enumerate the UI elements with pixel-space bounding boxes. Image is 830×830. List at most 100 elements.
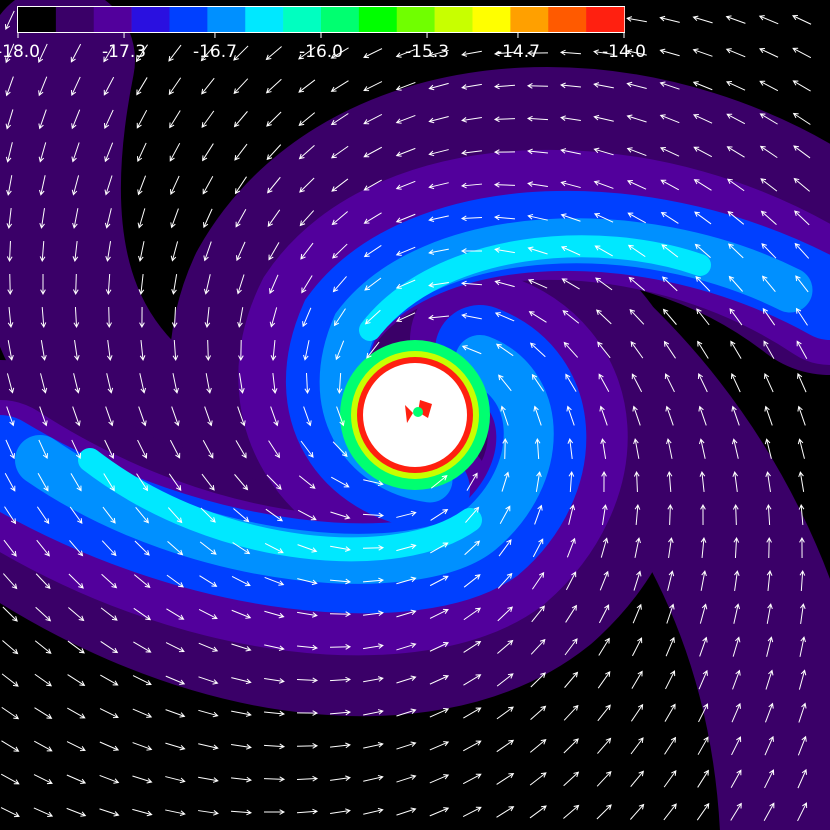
arrow bbox=[330, 775, 351, 782]
colorbar-band bbox=[55, 7, 95, 32]
arrow bbox=[100, 641, 119, 654]
arrow bbox=[428, 314, 450, 321]
arrow bbox=[428, 149, 449, 157]
arrow bbox=[662, 308, 677, 325]
arrow bbox=[659, 15, 680, 23]
arrow bbox=[363, 81, 383, 92]
core-detail bbox=[413, 407, 423, 417]
arrow bbox=[535, 471, 542, 492]
arrow bbox=[792, 14, 812, 25]
arrow bbox=[34, 707, 53, 719]
arrow bbox=[663, 770, 677, 788]
arrow bbox=[530, 638, 546, 655]
arrow bbox=[693, 179, 712, 191]
arrow bbox=[5, 439, 15, 460]
arrow bbox=[201, 77, 215, 95]
arrow bbox=[732, 471, 739, 492]
arrow bbox=[766, 536, 772, 559]
arrow bbox=[660, 179, 680, 191]
arrow bbox=[463, 674, 482, 686]
arrow bbox=[428, 82, 449, 91]
arrow bbox=[560, 213, 581, 222]
arrow bbox=[198, 642, 219, 652]
arrow bbox=[237, 307, 244, 328]
arrow bbox=[631, 373, 643, 393]
arrow bbox=[732, 636, 741, 657]
arrow bbox=[332, 243, 348, 259]
arrow bbox=[664, 703, 676, 722]
arrow bbox=[7, 306, 14, 328]
arrow bbox=[765, 471, 771, 492]
arrow bbox=[135, 44, 148, 63]
arrow bbox=[725, 80, 746, 91]
arrow bbox=[232, 542, 251, 555]
arrow bbox=[297, 578, 318, 586]
arrow bbox=[463, 607, 482, 621]
arrow bbox=[104, 208, 112, 229]
arrow bbox=[198, 810, 219, 816]
arrow bbox=[429, 741, 450, 751]
arrow bbox=[763, 802, 775, 821]
arrow bbox=[135, 506, 150, 524]
arrow bbox=[40, 340, 47, 361]
arrow bbox=[529, 805, 547, 819]
arrow bbox=[137, 439, 148, 459]
arrow bbox=[666, 438, 673, 459]
arrow bbox=[493, 116, 516, 123]
arrow bbox=[299, 177, 315, 193]
arrow bbox=[731, 736, 742, 756]
arrow bbox=[499, 505, 511, 525]
arrow bbox=[463, 740, 482, 752]
arrow bbox=[103, 44, 115, 63]
arrow bbox=[0, 773, 20, 785]
arrow bbox=[730, 802, 742, 821]
arrow bbox=[564, 671, 579, 688]
colorbar-tick-label: -14.0 bbox=[602, 42, 646, 62]
colorbar-band bbox=[586, 7, 625, 32]
arrow bbox=[565, 571, 577, 591]
arrow bbox=[137, 208, 146, 229]
arrow bbox=[630, 737, 644, 755]
arrow bbox=[237, 406, 246, 427]
arrow bbox=[106, 373, 114, 394]
colorbar-band bbox=[434, 7, 473, 32]
arrow bbox=[71, 439, 82, 460]
arrow bbox=[698, 438, 706, 459]
arrow bbox=[330, 511, 351, 520]
arrow bbox=[732, 669, 741, 690]
arrow bbox=[35, 573, 51, 590]
colorbar-band bbox=[548, 7, 587, 32]
arrow bbox=[725, 15, 746, 24]
arrow bbox=[300, 242, 314, 260]
arrow bbox=[133, 607, 152, 621]
arrow bbox=[231, 609, 252, 619]
arrow bbox=[336, 406, 345, 427]
arrow bbox=[793, 145, 811, 159]
arrow bbox=[336, 372, 343, 395]
arrow bbox=[633, 570, 642, 591]
arrow bbox=[100, 607, 118, 621]
arrow bbox=[428, 215, 449, 223]
arrow bbox=[238, 339, 244, 362]
arrow bbox=[329, 709, 351, 716]
arrow bbox=[364, 309, 381, 325]
arrow bbox=[795, 275, 809, 293]
arrow bbox=[797, 405, 806, 426]
colorbar-band bbox=[93, 7, 132, 32]
arrow bbox=[494, 214, 516, 221]
arrow bbox=[74, 340, 80, 361]
arrow bbox=[303, 406, 312, 427]
arrow bbox=[205, 339, 212, 362]
arrow bbox=[760, 178, 778, 192]
arrow bbox=[34, 740, 53, 752]
arrow bbox=[329, 676, 352, 683]
arrow bbox=[634, 503, 641, 526]
arrow bbox=[363, 643, 384, 650]
arrow bbox=[200, 45, 215, 62]
arrow bbox=[626, 147, 647, 157]
arrow bbox=[661, 276, 678, 292]
arrow bbox=[794, 210, 810, 226]
arrow bbox=[172, 373, 179, 394]
arrow bbox=[568, 504, 576, 525]
arrow bbox=[364, 277, 382, 291]
